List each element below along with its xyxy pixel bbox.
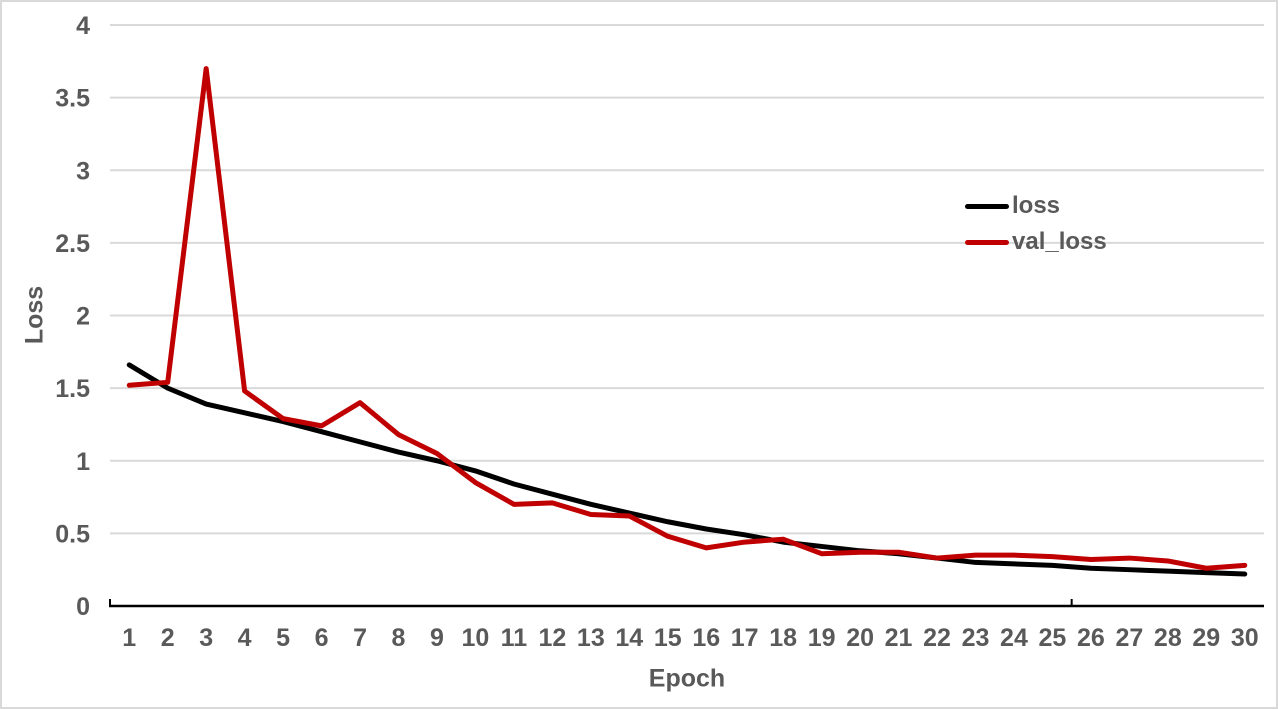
x-tick-label: 1 [122, 624, 136, 652]
x-tick-label: 15 [654, 624, 682, 652]
y-tick-label: 4 [76, 12, 90, 40]
x-tick-label: 25 [1039, 624, 1067, 652]
legend-label-loss: loss [1012, 192, 1061, 219]
y-tick-label: 0.5 [55, 520, 90, 548]
x-tick-label: 28 [1154, 624, 1182, 652]
legend-item-val-loss: val_loss [965, 224, 1107, 260]
x-tick-label: 11 [501, 624, 528, 652]
y-tick-label: 2.5 [55, 230, 90, 258]
y-axis-title: Loss [20, 285, 49, 345]
x-tick-label: 6 [315, 624, 329, 652]
val-loss-line [126, 66, 1248, 571]
x-tick-label: 8 [392, 624, 406, 652]
x-tick-label: 27 [1115, 624, 1143, 652]
y-tick-label: 3 [76, 157, 90, 185]
x-tick-label: 2 [161, 624, 175, 652]
x-axis-title: Epoch [648, 664, 726, 693]
x-tick-label: 3 [199, 624, 213, 652]
x-tick-label: 7 [353, 624, 367, 652]
loss-line [126, 362, 1248, 577]
y-tick-label: 1.5 [55, 375, 90, 403]
x-tick-label: 19 [808, 624, 836, 652]
x-tick-label: 21 [885, 624, 913, 652]
x-tick-label: 20 [846, 624, 874, 652]
x-tick-label: 17 [731, 624, 759, 652]
loss-line-swatch [965, 203, 1009, 209]
x-tick-label: 24 [1000, 624, 1028, 652]
legend-item-loss: loss [965, 188, 1107, 224]
y-tick-label: 2 [76, 303, 90, 331]
val-loss-line-swatch [965, 239, 1009, 245]
x-tick-label: 18 [769, 624, 797, 652]
legend-label-val-loss: val_loss [1012, 228, 1107, 255]
y-tick-label: 0 [76, 593, 90, 621]
x-tick-label: 12 [538, 624, 566, 652]
x-tick-label: 30 [1231, 624, 1259, 652]
x-tick-label: 26 [1077, 624, 1105, 652]
x-tick-label: 10 [462, 624, 490, 652]
x-tick-label: 29 [1192, 624, 1220, 652]
x-tick-label: 14 [615, 624, 643, 652]
x-tick-label: 22 [923, 624, 951, 652]
x-tick-label: 23 [962, 624, 990, 652]
legend: loss val_loss [965, 188, 1107, 260]
x-tick-label: 9 [430, 624, 444, 652]
y-tick-label: 3.5 [55, 85, 90, 113]
x-tick-label: 13 [577, 624, 605, 652]
x-tick-label: 16 [692, 624, 720, 652]
y-tick-label: 1 [76, 448, 90, 476]
x-tick-label: 4 [238, 624, 252, 652]
x-tick-label: 5 [276, 624, 290, 652]
